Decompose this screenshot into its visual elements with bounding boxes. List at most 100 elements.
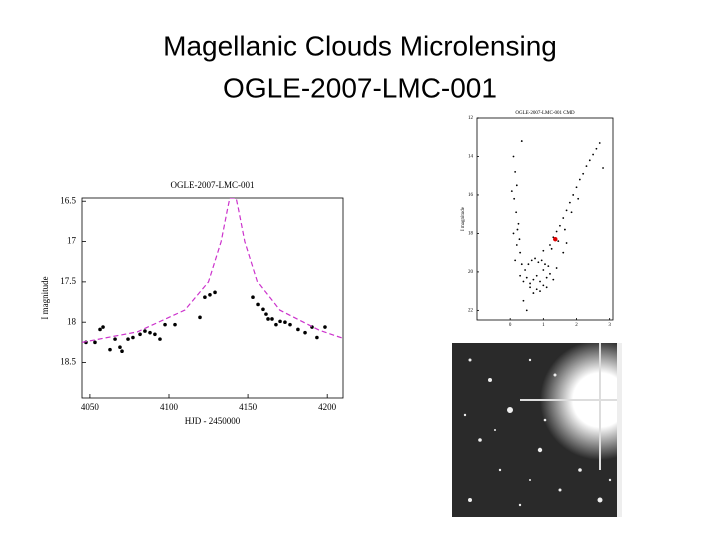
y-tick-label: 17.5 [60, 276, 76, 286]
data-point [251, 295, 255, 299]
data-point [542, 249, 545, 252]
data-point [108, 347, 112, 352]
data-point [553, 236, 558, 242]
data-point [595, 147, 598, 150]
data-point [572, 194, 575, 196]
data-point [570, 211, 573, 214]
x-tick-label: 4100 [160, 402, 179, 412]
data-point [283, 320, 287, 324]
data-point [555, 230, 558, 233]
data-point [529, 286, 531, 289]
data-point [516, 228, 519, 231]
data-point [98, 327, 102, 332]
data-point [598, 142, 601, 144]
data-point [562, 251, 565, 254]
data-point [588, 159, 591, 162]
data-point [270, 317, 274, 321]
x-tick-label: 0 [509, 323, 512, 328]
x-tick-label: 4150 [239, 402, 258, 412]
data-point [288, 322, 292, 327]
data-point [274, 322, 278, 327]
y-tick-label: 18 [468, 232, 474, 237]
data-point [549, 244, 551, 246]
y-tick-label: 18 [67, 316, 77, 326]
y-tick-label: 16.5 [60, 195, 76, 205]
data-point [512, 155, 515, 158]
data-point [562, 217, 565, 219]
slide-title: Magellanic Clouds Microlensing [163, 30, 557, 61]
data-point [532, 278, 535, 281]
y-tick-label: 18.5 [60, 357, 76, 367]
data-point [519, 251, 522, 254]
data-point [173, 322, 177, 327]
x-tick-label: 4200 [318, 402, 337, 412]
chart-title: OGLE-2007-LMC-001 [171, 180, 255, 190]
x-axis-label: HJD - 2450000 [185, 416, 241, 426]
y-axis-label: I magnitude [461, 206, 466, 231]
data-point [537, 261, 540, 264]
data-point [208, 292, 212, 297]
y-tick-label: 20 [468, 270, 474, 275]
data-point [524, 269, 526, 271]
data-point [203, 295, 207, 299]
y-tick-label: 17 [67, 236, 77, 246]
data-point [577, 197, 580, 200]
data-point [565, 242, 568, 244]
data-point [559, 224, 561, 227]
data-point [525, 276, 528, 279]
y-tick-label: 12 [468, 116, 474, 121]
data-point [565, 209, 568, 212]
data-point [540, 259, 543, 262]
data-point [118, 345, 122, 349]
data-point [539, 290, 541, 293]
data-point [545, 286, 548, 289]
data-point [582, 172, 585, 175]
y-tick-label: 22 [468, 309, 474, 314]
fit-curve [82, 198, 343, 343]
y-axis-label: I magnitude [40, 276, 50, 319]
data-point [514, 259, 517, 262]
data-point [512, 232, 515, 235]
data-point [514, 170, 517, 173]
y-tick-label: 16 [468, 193, 474, 198]
data-point [542, 284, 545, 287]
x-tick-label: 4050 [81, 402, 100, 412]
data-point [534, 257, 536, 260]
data-point [518, 238, 521, 241]
data-point [544, 263, 546, 266]
data-point [261, 307, 265, 312]
data-point [515, 244, 518, 246]
x-tick-label: 1 [542, 323, 545, 328]
data-point [564, 228, 566, 231]
plot-frame [476, 117, 614, 321]
x-tick-label: 2 [575, 323, 578, 328]
plot-frame [81, 197, 344, 399]
data-point [545, 276, 548, 279]
data-point [549, 272, 551, 275]
data-point [575, 186, 578, 189]
data-point [535, 288, 538, 291]
slide-subtitle: OGLE-2007-LMC-001 [223, 72, 497, 103]
data-point [585, 165, 588, 167]
x-tick-label: 3 [608, 323, 611, 328]
data-point [530, 259, 533, 262]
data-point [153, 332, 157, 337]
data-point [515, 211, 518, 214]
data-point [535, 274, 538, 277]
data-point [515, 184, 518, 187]
data-point [529, 282, 531, 285]
data-point [539, 280, 541, 283]
data-point [296, 327, 300, 332]
data-point [592, 153, 594, 156]
data-point [278, 319, 282, 324]
data-point [547, 265, 550, 268]
data-point [520, 140, 523, 142]
data-point [143, 329, 147, 333]
data-point [522, 280, 525, 283]
data-point [120, 349, 124, 354]
data-point [557, 240, 560, 243]
data-point [532, 292, 535, 294]
data-point [520, 263, 523, 266]
data-point [510, 190, 513, 193]
